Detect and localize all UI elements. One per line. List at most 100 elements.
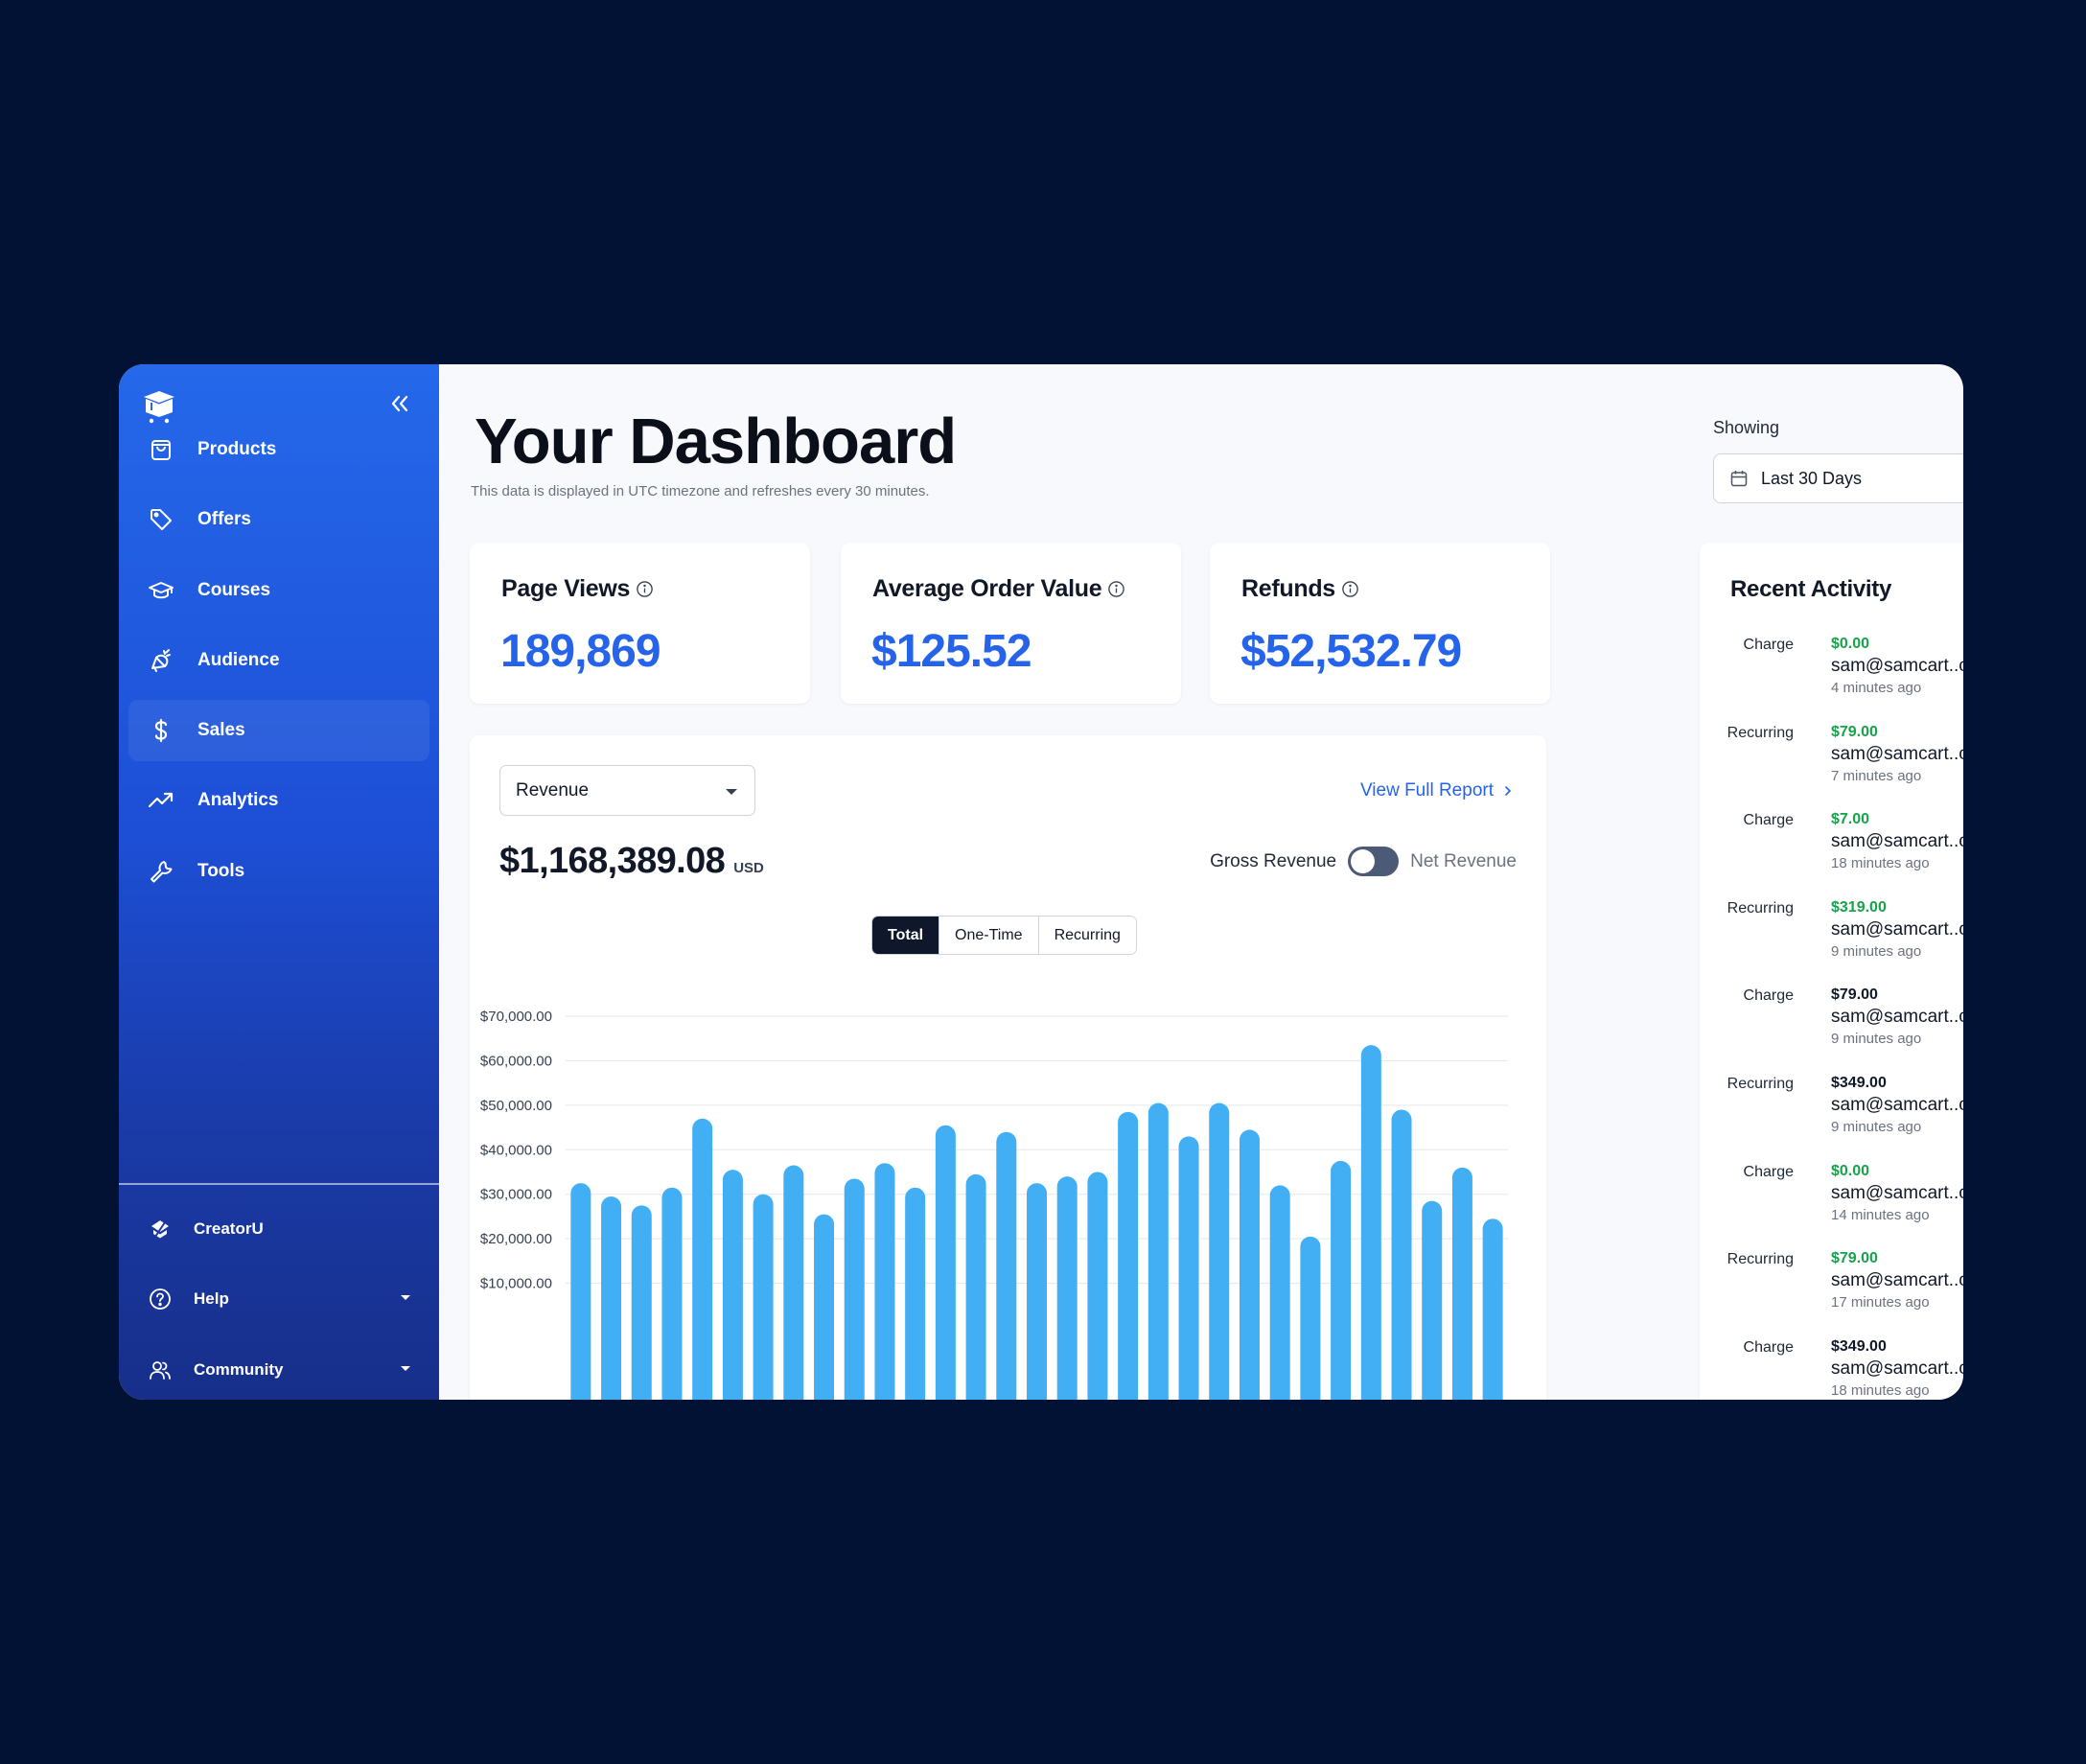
chart-bar[interactable] [905,1187,926,1400]
activity-item[interactable]: Recurring $79.00 sam@samcart..com... 17 min… [1700,1243,1963,1332]
stat-card-page-views: Page Views 189,869 [470,543,810,704]
megaphone-icon [151,648,171,672]
sidebar-nav: Products Offers Courses Audience [128,419,429,911]
activity-time: 17 minutes ago [1831,1294,1930,1311]
y-tick-label: $70,000.00 [480,1009,552,1025]
activity-item[interactable]: Recurring $319.00 sam@samcart..com... 9 min… [1700,893,1963,981]
chart-bar[interactable] [631,1205,652,1400]
chart-bar[interactable] [996,1131,1017,1400]
chart-bar[interactable] [1118,1111,1139,1400]
chart-bar[interactable] [1209,1102,1230,1400]
date-range-select[interactable]: Last 30 Days [1713,453,1963,503]
sidebar-item-creatoru[interactable]: CreatorU [128,1198,429,1260]
metric-select[interactable]: Revenue [499,765,755,816]
wrench-icon [151,860,173,883]
stat-title-text: Page Views [501,575,631,602]
sidebar-item-courses[interactable]: Courses [128,560,429,621]
activity-item[interactable]: Recurring $79.00 sam@samcart..com... 7 minu… [1700,717,1963,805]
view-full-report-link[interactable]: View Full Report [1360,780,1515,801]
sidebar-item-community[interactable]: Community [128,1339,429,1400]
activity-amount: $79.00 [1831,986,1878,1004]
activity-amount: $349.00 [1831,1074,1887,1091]
main-content: Your Dashboard This data is displayed in… [439,364,1963,1400]
chevron-down-icon [401,1365,410,1371]
activity-item[interactable]: Charge $0.00 sam@samcart..com... 4 minutes … [1700,629,1963,717]
chart-bar[interactable] [1147,1102,1169,1400]
sidebar-item-label: Tools [197,860,245,881]
activity-item[interactable]: Charge $7.00 sam@samcart..com... 18 minutes… [1700,804,1963,893]
activity-item[interactable]: Charge $349.00 sam@samcart..com... 18 minut… [1700,1332,1963,1400]
chart-bar[interactable] [1451,1167,1472,1400]
activity-item[interactable]: Charge $0.00 sam@samcart..com... 14 minutes… [1700,1156,1963,1244]
segment-recurring[interactable]: Recurring [1037,917,1136,954]
activity-amount: $349.00 [1831,1337,1887,1355]
sidebar-item-label: Sales [197,720,245,741]
stat-title: Average Order Value [872,575,1125,603]
chart-bar[interactable] [1239,1129,1260,1400]
chart-bar[interactable] [1300,1236,1321,1400]
chart-bar[interactable] [874,1163,895,1400]
sidebar-item-label: Courses [197,579,271,600]
activity-amount: $79.00 [1831,1250,1878,1267]
sidebar-item-audience[interactable]: Audience [128,630,429,691]
sidebar-item-label: CreatorU [194,1219,264,1238]
collapse-sidebar-icon[interactable] [385,389,414,418]
chart-bar[interactable] [1360,1045,1381,1400]
activity-item[interactable]: Charge $79.00 sam@samcart..com... 9 minutes… [1700,980,1963,1068]
activity-item[interactable]: Recurring $349.00 sam@samcart..com... 9 min… [1700,1068,1963,1156]
sidebar-item-help[interactable]: Help [128,1268,429,1330]
sidebar-item-offers[interactable]: Offers [128,489,429,550]
chart-bar[interactable] [601,1196,622,1400]
users-icon [150,1360,171,1380]
chart-bar[interactable] [844,1178,865,1400]
chart-bar[interactable] [965,1173,986,1400]
chart-bar[interactable] [1056,1176,1078,1400]
sidebar-item-label: Products [197,439,277,459]
samcart-logo-icon[interactable] [140,385,178,424]
chart-bar[interactable] [661,1187,683,1400]
chart-bar[interactable] [935,1125,956,1400]
stat-title: Refunds [1241,575,1359,603]
chevron-down-icon [726,789,737,795]
chart-bar[interactable] [783,1165,804,1400]
revenue-segment-control: Total One-Time Recurring [871,916,1137,955]
info-icon[interactable] [1107,580,1125,598]
activity-type: Recurring [1727,899,1794,917]
toggle-knob [1351,849,1376,873]
chart-bar[interactable] [1178,1136,1199,1400]
sidebar-item-products[interactable]: Products [128,419,429,480]
info-icon[interactable] [636,580,654,598]
gross-net-toggle[interactable] [1348,847,1400,876]
segment-total[interactable]: Total [872,917,939,954]
chart-bar[interactable] [570,1183,591,1400]
chart-bar[interactable] [814,1214,835,1400]
chart-bar[interactable] [722,1170,743,1400]
chart-bar[interactable] [1482,1219,1503,1400]
chart-bar[interactable] [1027,1183,1047,1400]
y-tick-label: $20,000.00 [480,1231,552,1247]
chart-bar[interactable] [753,1194,774,1400]
chart-bar[interactable] [1269,1185,1290,1400]
activity-email: sam@samcart..com... [1831,831,1963,852]
revenue-type-toggle-group: Gross Revenue Net Revenue [1210,847,1517,876]
chart-bar[interactable] [692,1118,713,1400]
chart-bar[interactable] [1422,1200,1443,1400]
graduation-cap-icon [149,581,174,598]
revenue-total-amount: $1,168,389.08 [499,841,726,881]
page-title: Your Dashboard [475,406,957,477]
chart-bar[interactable] [1087,1172,1108,1400]
sidebar-item-sales[interactable]: Sales [128,700,429,762]
tag-icon [151,509,172,531]
gross-revenue-label: Gross Revenue [1210,850,1337,871]
chart-bar[interactable] [1331,1160,1352,1400]
sidebar-item-tools[interactable]: Tools [128,841,429,902]
bag-icon [151,440,171,460]
chart-bar[interactable] [1391,1109,1412,1400]
sidebar-item-analytics[interactable]: Analytics [128,770,429,831]
net-revenue-label: Net Revenue [1410,850,1517,871]
segment-one-time[interactable]: One-Time [939,917,1038,954]
activity-email: sam@samcart..com... [1831,656,1963,676]
recent-activity-title: Recent Activity [1730,576,1892,602]
info-icon[interactable] [1341,580,1359,598]
activity-email: sam@samcart..com... [1831,1358,1963,1379]
